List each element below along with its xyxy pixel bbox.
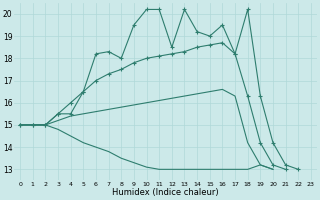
X-axis label: Humidex (Indice chaleur): Humidex (Indice chaleur) bbox=[112, 188, 219, 197]
